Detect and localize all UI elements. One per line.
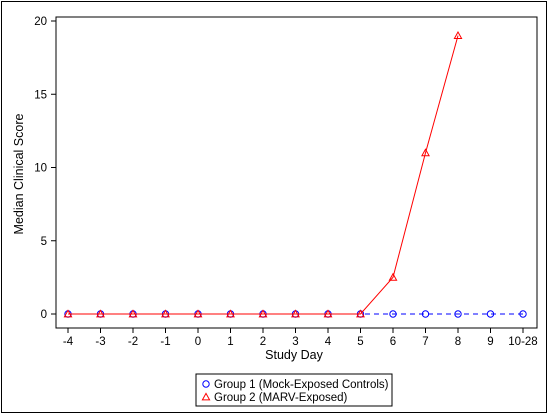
series-2-point-6 bbox=[258, 309, 268, 318]
series-2-point-2 bbox=[128, 309, 138, 318]
series-2-point-9 bbox=[356, 309, 365, 318]
x-tick-label-9: 5 bbox=[357, 336, 363, 348]
legend-marker-1 bbox=[202, 380, 210, 388]
series-2-point-7 bbox=[291, 309, 300, 318]
x-tick-label-1: -3 bbox=[95, 336, 105, 348]
x-tick-label-12: 8 bbox=[455, 336, 461, 348]
legend-label-1: Group 1 (Mock-Exposed Controls) bbox=[214, 379, 389, 391]
series-2-line bbox=[68, 35, 459, 315]
x-tick-label-4: 0 bbox=[195, 336, 201, 348]
x-axis-label: Study Day bbox=[265, 348, 323, 362]
legend: Group 1 (Mock-Exposed Controls)Group 2 (… bbox=[195, 373, 393, 407]
y-tick-label-4: 20 bbox=[34, 16, 47, 28]
legend-label-2: Group 2 (MARV-Exposed) bbox=[214, 392, 348, 404]
y-tick-label-0: 0 bbox=[41, 309, 47, 321]
x-tick-label-0: -4 bbox=[63, 336, 74, 348]
series-1-point-12 bbox=[454, 310, 462, 318]
series-1-point-13 bbox=[486, 310, 495, 318]
y-tick-label-3: 15 bbox=[34, 89, 47, 101]
y-axis-label: Median Clinical Score bbox=[12, 114, 26, 235]
series-2-point-10 bbox=[388, 272, 398, 281]
x-tick-label-7: 3 bbox=[292, 336, 298, 348]
x-tick-label-2: -2 bbox=[128, 336, 138, 348]
x-tick-label-3: -1 bbox=[160, 336, 170, 348]
series-2-point-5 bbox=[226, 309, 235, 318]
legend-box bbox=[195, 373, 393, 407]
x-tick-label-11: 7 bbox=[422, 336, 428, 348]
y-tick-label-2: 10 bbox=[34, 163, 47, 175]
series-2-point-0 bbox=[63, 309, 73, 318]
series-2-point-12 bbox=[453, 31, 463, 40]
series-2-point-8 bbox=[323, 309, 333, 318]
x-tick-label-6: 2 bbox=[260, 336, 266, 348]
x-tick-label-5: 1 bbox=[227, 336, 233, 348]
legend-marker-2 bbox=[201, 392, 211, 401]
series-1-point-10 bbox=[389, 310, 397, 318]
series-2-point-11 bbox=[421, 148, 430, 157]
series-2-point-3 bbox=[161, 309, 170, 318]
plot-area-border bbox=[55, 16, 538, 329]
series-2 bbox=[63, 31, 463, 318]
axes: 0 5 10 15 20 -4 -3 -2 -1 0 1 2 3 4 5 6 7 8 9 10-28 bbox=[34, 16, 538, 348]
y-tick-label-1: 5 bbox=[41, 236, 47, 248]
series-1-point-14 bbox=[519, 310, 527, 318]
series-1-point-11 bbox=[421, 310, 430, 318]
x-tick-label-13: 9 bbox=[487, 336, 493, 348]
series-2-point-4 bbox=[193, 309, 203, 318]
x-tick-label-8: 4 bbox=[325, 336, 332, 348]
x-tick-label-14: 10-28 bbox=[508, 336, 537, 348]
series-layer bbox=[63, 31, 527, 318]
x-tick-label-10: 6 bbox=[390, 336, 396, 348]
series-2-point-1 bbox=[96, 309, 105, 318]
